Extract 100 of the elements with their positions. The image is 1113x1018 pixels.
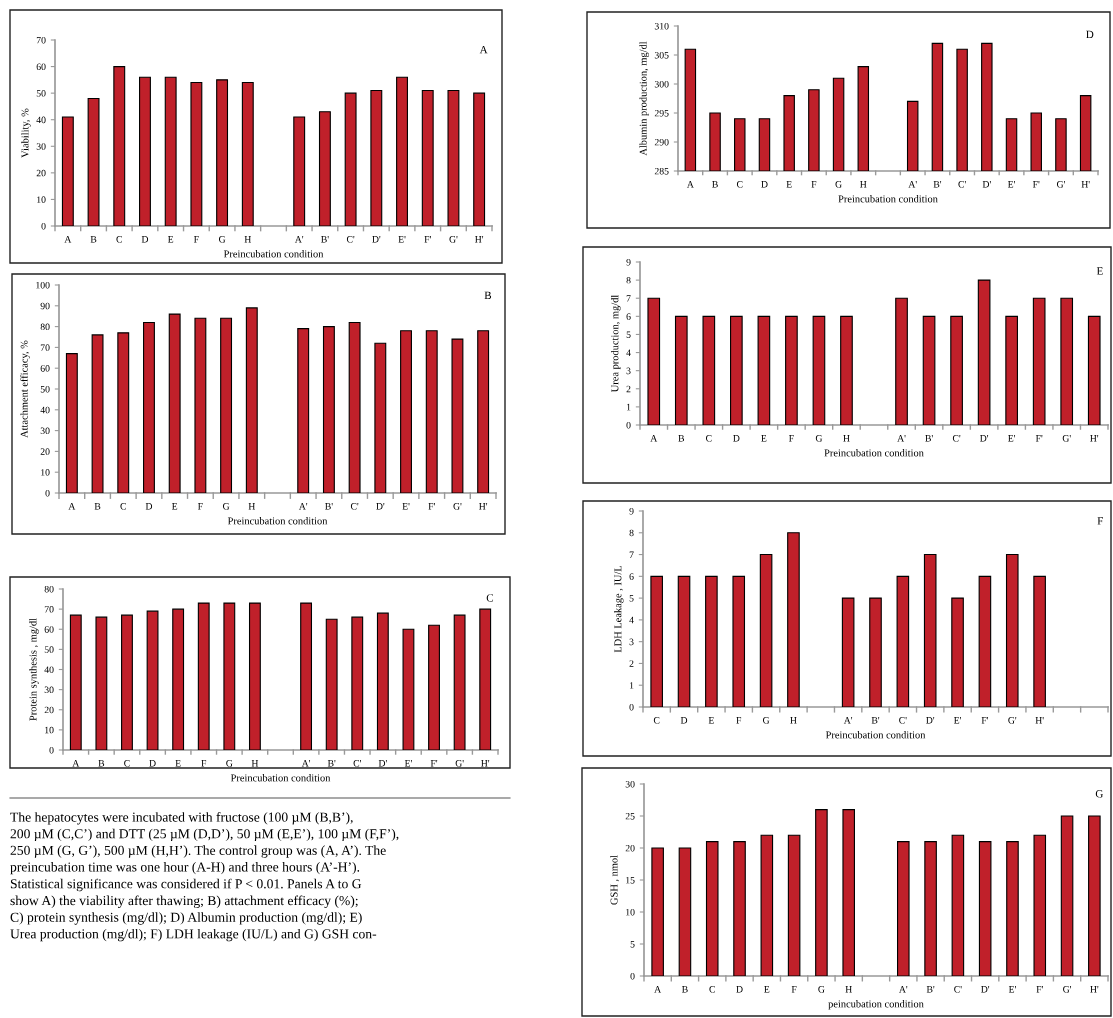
- y-tick-label: 20: [625, 844, 635, 852]
- bar: [842, 809, 855, 976]
- x-tick-label: G': [455, 760, 464, 767]
- y-tick-label: 40: [40, 406, 50, 414]
- x-tick-label: B': [933, 181, 942, 188]
- x-tick-label: D: [733, 435, 740, 442]
- x-tick-label: B: [90, 236, 97, 243]
- y-axis-title: Protein synthesis , mg/dl: [29, 618, 39, 721]
- y-tick-label: 285: [654, 167, 669, 175]
- y-tick-label: 310: [654, 22, 669, 30]
- x-tick-label: C': [952, 435, 961, 442]
- x-tick-label: A: [68, 503, 76, 510]
- y-tick-label: 4: [629, 616, 634, 624]
- bar: [190, 81, 203, 226]
- x-tick-label: B: [94, 503, 101, 510]
- x-tick-label: E': [398, 236, 406, 243]
- bar: [841, 597, 855, 707]
- bar: [318, 111, 331, 226]
- x-tick-label: G': [1062, 435, 1071, 442]
- bar: [922, 315, 936, 425]
- x-tick-label: C': [350, 503, 359, 510]
- x-tick-label: F': [1036, 986, 1043, 993]
- x-tick-label: G': [1063, 986, 1072, 993]
- y-axis-title: Albumin production, mg/dl: [639, 41, 649, 156]
- x-tick-label: C: [116, 236, 122, 243]
- bar: [396, 76, 408, 226]
- y-tick-label: 5: [629, 595, 634, 602]
- bar: [924, 841, 937, 976]
- bar: [194, 317, 207, 493]
- y-tick-label: 3: [629, 638, 634, 646]
- x-tick-label: E': [1008, 986, 1016, 993]
- bar: [759, 554, 773, 707]
- y-tick-label: 300: [654, 80, 669, 88]
- y-tick-label: 1: [629, 682, 634, 689]
- x-tick-label: D': [980, 435, 989, 442]
- bar: [840, 315, 853, 425]
- x-tick-label: F: [811, 181, 817, 188]
- x-tick-label: C': [899, 717, 907, 724]
- x-tick-label: A': [897, 435, 906, 442]
- bar: [91, 334, 104, 493]
- x-tick-label: D: [761, 181, 768, 188]
- x-tick-label: C: [124, 760, 130, 767]
- bar: [923, 554, 937, 707]
- x-tick-label: G: [226, 760, 233, 767]
- x-tick-label: E': [1008, 435, 1016, 442]
- y-tick-label: 70: [36, 36, 46, 44]
- bar: [143, 321, 155, 493]
- y-tick-label: 7: [629, 551, 634, 558]
- x-tick-label: B': [926, 986, 935, 993]
- x-tick-label: H: [251, 760, 259, 767]
- y-tick-label: 2: [626, 385, 631, 393]
- bar: [220, 317, 233, 493]
- y-tick-label: 10: [45, 726, 54, 734]
- x-tick-label: F': [1032, 181, 1040, 188]
- x-tick-label: G': [1056, 181, 1065, 188]
- bar: [950, 315, 963, 425]
- bar: [732, 575, 746, 707]
- y-tick-label: 30: [40, 427, 50, 435]
- bar: [164, 76, 177, 226]
- x-axis-title: Preincubation condition: [230, 774, 331, 782]
- x-tick-label: F': [430, 760, 438, 767]
- bar: [113, 66, 126, 226]
- bar: [168, 313, 181, 493]
- bar: [447, 89, 460, 226]
- x-tick-label: F: [193, 236, 199, 243]
- x-tick-label: A: [650, 435, 658, 442]
- y-tick-label: 0: [45, 489, 50, 497]
- bar: [647, 297, 661, 425]
- bar: [1005, 315, 1018, 425]
- x-tick-label: D': [378, 760, 387, 767]
- x-tick-label: G: [815, 435, 823, 442]
- bar: [117, 332, 130, 493]
- x-tick-label: G': [449, 236, 458, 243]
- y-tick-label: 70: [44, 606, 54, 613]
- y-tick-label: 3: [626, 367, 631, 375]
- y-tick-label: 9: [626, 258, 631, 266]
- bar: [897, 841, 910, 976]
- y-tick-label: 30: [44, 686, 54, 694]
- x-tick-label: E: [761, 435, 767, 442]
- y-tick-label: 5: [626, 331, 631, 338]
- x-tick-label: E: [171, 503, 178, 510]
- x-axis-title: peincubation condition: [828, 1000, 924, 1010]
- bar: [121, 614, 133, 750]
- x-tick-label: H: [790, 717, 797, 724]
- bar: [787, 532, 800, 707]
- y-tick-label: 100: [36, 281, 50, 289]
- x-axis-title: Preincubation condition: [824, 449, 924, 457]
- x-tick-label: A: [64, 236, 72, 243]
- y-axis-title: GSH , nmol: [610, 855, 620, 905]
- bar: [705, 575, 718, 707]
- annotation: D: [1086, 30, 1094, 39]
- bar: [451, 338, 464, 493]
- x-tick-label: C: [120, 503, 126, 510]
- x-tick-label: E: [786, 181, 792, 188]
- y-tick-label: 0: [626, 421, 631, 429]
- x-tick-label: G: [222, 503, 230, 510]
- y-tick-label: 90: [40, 302, 50, 310]
- bar: [428, 624, 440, 750]
- bar: [674, 315, 688, 425]
- bar: [351, 616, 364, 750]
